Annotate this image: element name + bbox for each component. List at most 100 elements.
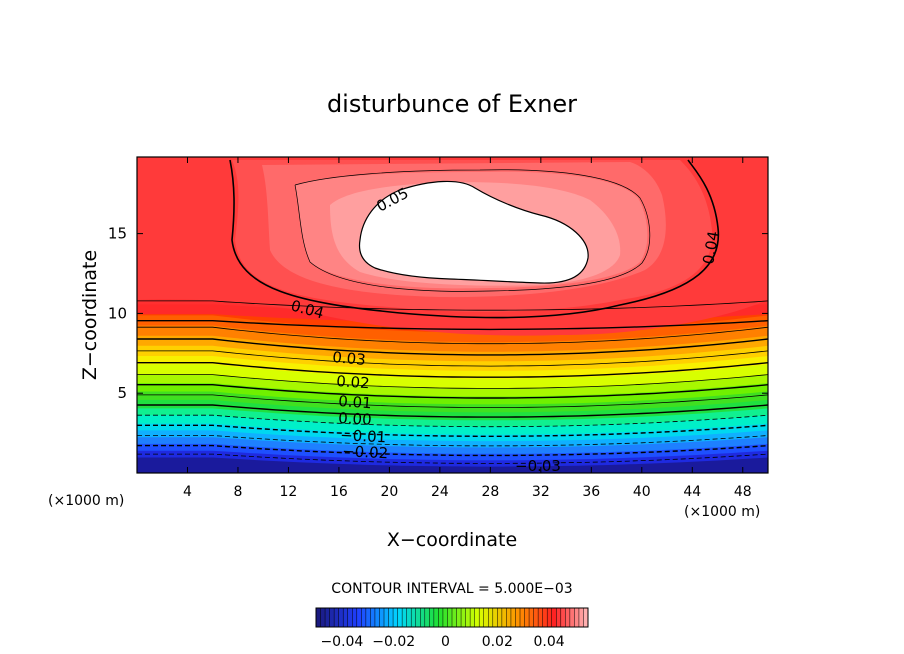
y-tick-label: 15 <box>108 225 127 243</box>
colorbar-swatch <box>461 608 466 627</box>
colorbar-swatch <box>316 608 321 627</box>
colorbar-swatch <box>438 608 444 627</box>
contour-line <box>137 404 768 418</box>
colorbar-swatch <box>447 608 453 627</box>
x-tick-label: 40 <box>633 484 651 500</box>
contour-label: −0.01 <box>340 426 387 446</box>
contour-0.04 <box>229 159 720 319</box>
contour-line <box>137 326 768 345</box>
x-tick-label: 12 <box>280 484 298 500</box>
colorbar-swatch <box>474 608 480 627</box>
colorbar-swatch <box>583 608 589 627</box>
y-tick-label: 10 <box>108 304 127 322</box>
colorbar-frame <box>315 607 589 628</box>
chart-title: disturbunce of Exner <box>327 90 577 118</box>
colorbar <box>315 608 589 627</box>
y-axis-label: Z−coordinate <box>79 250 101 380</box>
colorbar-swatch <box>470 608 475 627</box>
colorbar-tick-label: −0.02 <box>372 634 415 650</box>
colorbar-swatch <box>551 608 557 627</box>
colorbar-swatch <box>452 608 457 627</box>
contour-line <box>137 338 768 356</box>
colorbar-swatch <box>343 608 349 627</box>
contour-label: 0.03 <box>332 348 367 369</box>
colorbar-swatch <box>365 608 371 627</box>
colorbar-tick-label: −0.04 <box>320 634 363 650</box>
colorbar-swatch <box>356 608 362 627</box>
colorbar-tick-label: 0.02 <box>482 634 513 650</box>
contour-label: 0.04 <box>699 230 723 266</box>
colorbar-swatch <box>574 608 580 627</box>
contour-label: 0.01 <box>338 392 373 412</box>
plot-frame <box>136 156 769 474</box>
colorbar-tick-labels: −0.04 −0.02 0 0.02 0.04 <box>320 634 564 650</box>
colorbar-swatch <box>510 608 516 627</box>
x-tick-label: 20 <box>380 484 398 500</box>
contour-label: 0.02 <box>336 372 371 392</box>
colorbar-swatch <box>529 608 534 627</box>
colorbar-tick-label: 0.04 <box>534 634 565 650</box>
contour-line <box>137 350 768 367</box>
colorbar-swatch <box>388 608 394 627</box>
contour-line <box>137 362 768 378</box>
contour-label: −0.02 <box>342 442 389 462</box>
colorbar-swatch <box>370 608 376 627</box>
x-tick-label: 32 <box>532 484 550 500</box>
colorbar-swatch <box>325 608 330 627</box>
contour-lines <box>137 300 768 464</box>
colorbar-swatch <box>465 608 471 627</box>
colorbar-swatch <box>397 608 403 627</box>
colorbar-swatch <box>578 608 584 627</box>
contour-0.045 <box>294 169 651 292</box>
colorbar-swatch <box>520 608 525 627</box>
x-tick-label: 4 <box>183 484 192 500</box>
colorbar-swatch <box>456 608 462 627</box>
max-region <box>358 180 589 284</box>
x-unit-left: (×1000 m) <box>48 493 124 509</box>
x-tick-label: 36 <box>582 484 600 500</box>
contour-interval: CONTOUR INTERVAL = 5.000E−03 <box>331 581 572 597</box>
contour-line <box>137 444 768 457</box>
colorbar-swatch <box>379 608 385 627</box>
contour-line <box>137 374 768 389</box>
x-tick-label: 48 <box>734 484 752 500</box>
contour-label: 0.00 <box>338 409 372 429</box>
x-tick-label: 28 <box>481 484 499 500</box>
colorbar-swatch <box>506 608 512 627</box>
y-axis-ticks: 5 10 15 <box>108 225 768 402</box>
plot-area <box>137 157 768 473</box>
colorbar-swatch <box>538 608 543 627</box>
colorbar-swatch <box>338 608 344 627</box>
colorbar-swatch <box>406 608 412 627</box>
colorbar-swatch <box>424 608 430 627</box>
colorbar-swatch <box>393 608 398 627</box>
colorbar-swatch <box>479 608 485 627</box>
colorbar-swatch <box>492 608 498 627</box>
contour-line <box>137 384 768 399</box>
colorbar-swatch <box>384 608 389 627</box>
colorbar-swatch <box>524 608 530 627</box>
colorbar-swatch <box>415 608 421 627</box>
colorbar-swatch <box>352 608 358 627</box>
colorbar-swatch <box>347 608 353 627</box>
colorbar-tick-label: 0 <box>441 634 450 650</box>
x-unit-right: (×1000 m) <box>684 504 760 520</box>
fill-band <box>137 457 768 473</box>
colorbar-swatch <box>515 608 521 627</box>
colorbar-swatch <box>433 608 439 627</box>
colorbar-swatch <box>442 608 448 627</box>
colorbar-swatch <box>334 608 339 627</box>
x-tick-label: 16 <box>330 484 348 500</box>
x-tick-label: 24 <box>431 484 449 500</box>
y-tick-label: 5 <box>117 384 127 402</box>
colorbar-swatch <box>429 608 435 627</box>
colorbar-swatch <box>497 608 503 627</box>
contour-line <box>137 414 768 428</box>
colorbar-swatch <box>361 608 367 627</box>
colorbar-swatch <box>565 608 571 627</box>
contour-line <box>137 320 768 331</box>
colorbar-swatch <box>569 608 575 627</box>
x-axis-ticks: 4 8 12 16 20 24 28 32 36 40 44 48 <box>183 157 752 500</box>
colorbar-swatch <box>411 608 417 627</box>
